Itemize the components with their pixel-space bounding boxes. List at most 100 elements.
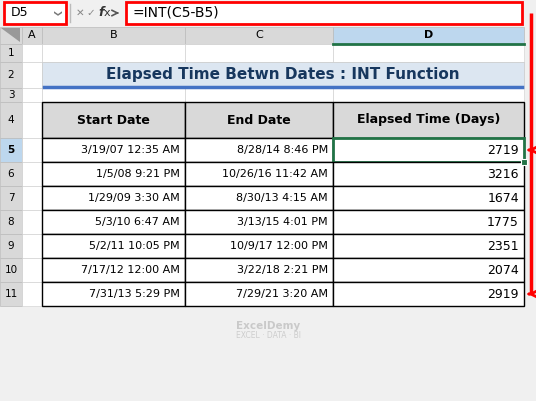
Bar [126,2,522,24]
Bar [333,44,524,62]
Bar [185,27,333,44]
Bar [22,88,42,102]
Text: 5: 5 [8,145,14,155]
Bar [42,138,185,162]
Text: 4: 4 [8,115,14,125]
Text: ❯: ❯ [51,10,61,16]
Bar [521,159,527,165]
Bar [185,44,333,62]
Bar [4,2,66,24]
Text: 2351: 2351 [487,239,519,253]
Bar [185,102,333,138]
Bar [42,102,185,138]
Text: B: B [110,30,117,41]
Bar [42,186,185,210]
Text: D5: D5 [11,6,28,20]
Bar [333,102,524,138]
Bar [42,27,185,44]
Text: 2074: 2074 [487,263,519,277]
Text: 10/26/16 11:42 AM: 10/26/16 11:42 AM [222,169,328,179]
Bar [0,88,22,102]
Bar [42,88,185,102]
Bar [185,102,333,138]
Bar [42,62,524,88]
Text: 7: 7 [8,193,14,203]
Bar [22,186,42,210]
Text: 1/5/08 9:21 PM: 1/5/08 9:21 PM [96,169,180,179]
Bar [333,138,524,162]
Bar [22,234,42,258]
Bar [333,282,524,306]
Text: 3/22/18 2:21 PM: 3/22/18 2:21 PM [237,265,328,275]
Bar [0,234,22,258]
Text: ✓: ✓ [86,8,95,18]
Bar [0,62,22,88]
Bar [42,186,185,210]
Bar [185,210,333,234]
Bar [185,234,333,258]
Text: 7/29/21 3:20 AM: 7/29/21 3:20 AM [236,289,328,299]
Text: 8/30/13 4:15 AM: 8/30/13 4:15 AM [236,193,328,203]
Bar [42,258,185,282]
Bar [333,27,524,44]
Bar [333,282,524,306]
Bar [42,162,185,186]
Bar [42,44,185,62]
Bar [22,102,42,138]
Bar [185,138,333,162]
Bar [0,138,22,162]
Bar [185,282,333,306]
Bar [185,258,333,282]
Bar [0,44,22,62]
Bar [185,162,333,186]
Bar [22,210,42,234]
Bar [185,258,333,282]
Text: 1/29/09 3:30 AM: 1/29/09 3:30 AM [88,193,180,203]
Bar [185,162,333,186]
Bar [42,282,185,306]
Text: x: x [104,8,110,18]
Bar [0,162,22,186]
Bar [22,27,42,44]
Bar [22,282,42,306]
Bar [0,210,22,234]
Bar [333,234,524,258]
Bar [185,138,333,162]
Bar [42,210,185,234]
Bar [333,258,524,282]
Text: ExcelDemy: ExcelDemy [236,321,300,331]
Text: 8: 8 [8,217,14,227]
Bar [0,186,22,210]
Bar [333,162,524,186]
Bar [22,162,42,186]
Text: 5/3/10 6:47 AM: 5/3/10 6:47 AM [95,217,180,227]
Text: 7/31/13 5:29 PM: 7/31/13 5:29 PM [89,289,180,299]
Text: 1: 1 [8,48,14,58]
Text: 9: 9 [8,241,14,251]
Bar [333,162,524,186]
Bar [22,258,42,282]
Text: 2: 2 [8,70,14,80]
Bar [333,258,524,282]
Bar [22,44,42,62]
Bar [185,62,333,88]
Text: 3216: 3216 [488,168,519,180]
Text: End Date: End Date [227,113,291,126]
Bar [185,186,333,210]
Text: C: C [255,30,263,41]
Text: 2919: 2919 [488,288,519,300]
Text: Elapsed Time (Days): Elapsed Time (Days) [357,113,500,126]
Text: ✕: ✕ [76,8,85,18]
Text: D: D [424,30,433,41]
Bar [333,138,524,162]
Bar [333,102,524,138]
Text: 10: 10 [4,265,18,275]
Bar [333,210,524,234]
Text: 10/9/17 12:00 PM: 10/9/17 12:00 PM [230,241,328,251]
Bar [42,282,185,306]
Bar [333,210,524,234]
Bar [0,282,22,306]
Bar [185,88,333,102]
Text: A: A [28,30,36,41]
Text: Elapsed Time Betwn Dates : INT Function: Elapsed Time Betwn Dates : INT Function [106,67,460,83]
